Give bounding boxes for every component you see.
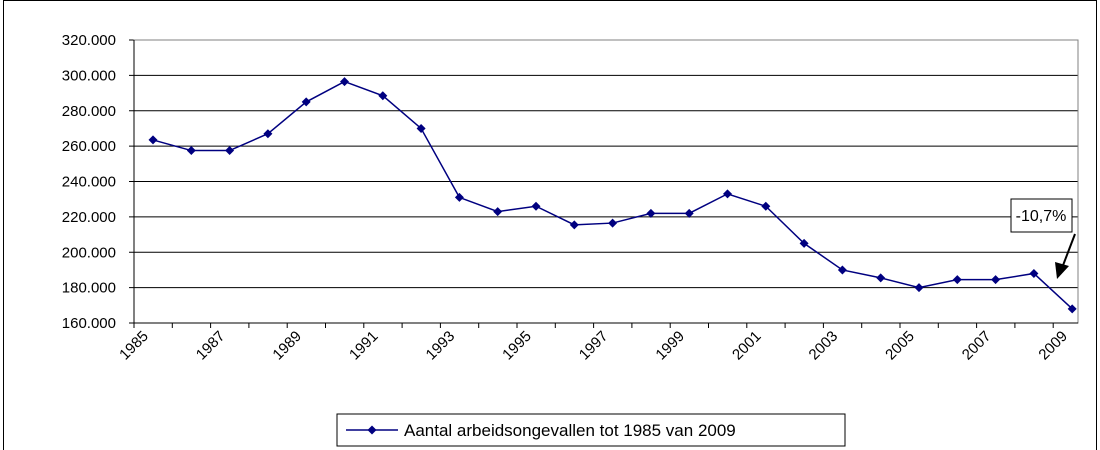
legend-box (336, 413, 846, 447)
chart-frame (3, 0, 1097, 450)
data-marker (723, 189, 732, 199)
y-tick-label: 240.000 (62, 174, 116, 191)
legend-label: Aantal arbeidsongevallen tot 1985 van 20… (404, 421, 736, 440)
data-marker (340, 77, 349, 87)
data-marker (454, 192, 464, 202)
data-marker (569, 220, 579, 230)
data-marker (991, 275, 1001, 285)
data-marker (1067, 304, 1077, 314)
y-tick-label: 280.000 (62, 103, 116, 120)
data-marker (225, 146, 235, 156)
data-marker (876, 273, 886, 283)
data-marker (952, 275, 962, 285)
y-tick-label: 200.000 (62, 244, 116, 261)
annotation-arrowhead (1055, 262, 1069, 279)
data-marker (263, 129, 273, 139)
data-marker (301, 97, 311, 107)
y-tick-label: 320.000 (62, 32, 116, 49)
y-tick-label: 300.000 (62, 67, 116, 84)
data-marker (608, 218, 618, 228)
data-marker (1029, 268, 1039, 278)
data-marker (684, 208, 694, 218)
data-marker (914, 283, 924, 293)
legend: Aantal arbeidsongevallen tot 1985 van 20… (336, 413, 846, 447)
data-marker (493, 207, 503, 217)
data-marker (761, 201, 771, 211)
y-tick-label: 180.000 (62, 280, 116, 297)
y-tick-label: 220.000 (62, 209, 116, 226)
legend-marker (367, 425, 377, 435)
data-marker (186, 146, 196, 156)
annotation: -10,7% (1016, 208, 1067, 225)
annotation-box (1010, 198, 1073, 233)
data-marker (799, 238, 809, 248)
data-marker (378, 91, 388, 101)
data-marker (646, 208, 656, 218)
data-marker (837, 265, 847, 275)
data-marker (148, 135, 158, 145)
data-marker (531, 201, 541, 211)
annotation-arrow (1061, 233, 1076, 269)
y-tick-label: 260.000 (62, 138, 116, 155)
data-marker (416, 123, 426, 133)
y-tick-label: 160.000 (62, 315, 116, 332)
